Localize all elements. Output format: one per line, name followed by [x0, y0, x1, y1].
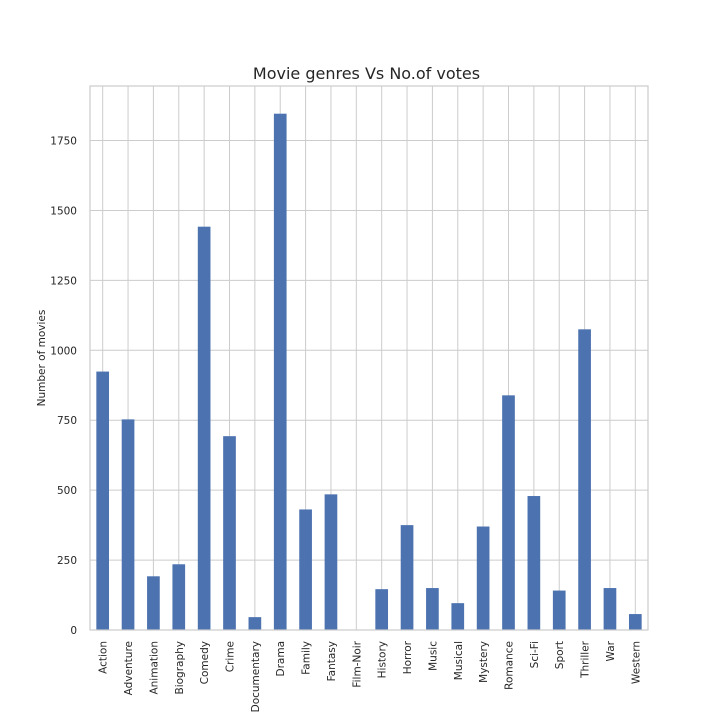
x-tick-label: Action: [98, 641, 110, 674]
x-tick-label: Documentary: [250, 641, 262, 712]
bars: [96, 113, 642, 631]
bar-horror: [400, 525, 414, 630]
x-tick-label: War: [605, 640, 617, 661]
x-tick-label: Biography: [174, 641, 186, 695]
bar-biography: [172, 564, 186, 630]
x-tick-label: Comedy: [199, 641, 211, 684]
bar-war: [603, 588, 617, 630]
bar-crime: [223, 436, 236, 630]
bar-drama: [273, 113, 287, 631]
x-tick-label: Adventure: [123, 641, 135, 695]
y-axis-label: Number of movies: [36, 310, 48, 407]
y-tick-label: 250: [57, 555, 77, 567]
bar-family: [299, 509, 312, 630]
bar-romance: [502, 395, 515, 630]
x-tick-label: Family: [301, 641, 313, 675]
bar-comedy: [197, 226, 211, 631]
chart-title: Movie genres Vs No.of votes: [253, 64, 480, 83]
bar-thriller: [578, 329, 591, 630]
bar-adventure: [121, 419, 135, 630]
bar-history: [375, 589, 389, 630]
x-tick-label: Sci-Fi: [529, 641, 541, 668]
x-tick-label: Romance: [504, 641, 516, 690]
x-tick-label: Music: [427, 641, 439, 671]
x-tick-label: Western: [630, 641, 642, 684]
x-tick-label: Sport: [554, 641, 566, 669]
bar-documentary: [248, 617, 262, 630]
bar-music: [426, 588, 439, 630]
bar-western: [628, 614, 642, 630]
grid: [90, 86, 648, 631]
y-tick-label: 1000: [50, 345, 77, 357]
y-tick-label: 750: [57, 415, 77, 427]
y-tick-label: 1750: [50, 136, 77, 148]
x-tick-label: Musical: [453, 641, 465, 680]
y-tick-label: 500: [57, 485, 77, 497]
plot-frame: [89, 85, 649, 631]
x-tick-label: Drama: [275, 641, 287, 677]
bar-mystery: [476, 526, 490, 630]
x-tick-label: Crime: [225, 641, 237, 672]
x-tick-label: Thriller: [580, 640, 592, 679]
bar-action: [96, 371, 110, 630]
x-tick-label: History: [377, 641, 389, 678]
bar-sport: [552, 590, 566, 630]
x-tick-label: Horror: [402, 640, 414, 674]
bar-musical: [451, 603, 465, 630]
x-tick-label: Mystery: [478, 641, 490, 683]
y-tick-label: 1500: [50, 205, 77, 217]
y-tick-label: 1250: [50, 275, 77, 287]
x-tick-label: Animation: [148, 641, 160, 695]
y-tick-label: 0: [70, 625, 77, 637]
bar-fantasy: [324, 494, 338, 630]
bar-sci-fi: [527, 496, 541, 630]
x-tick-label: Fantasy: [326, 641, 338, 681]
bar-animation: [147, 576, 160, 630]
x-axis-ticks: Action Adventure Animation Biography Comedy C…: [98, 640, 643, 712]
x-tick-label: Film-Noir: [351, 640, 363, 687]
y-axis-ticks: 0 250 500 750 1000 1250 1500 1750: [50, 136, 77, 637]
